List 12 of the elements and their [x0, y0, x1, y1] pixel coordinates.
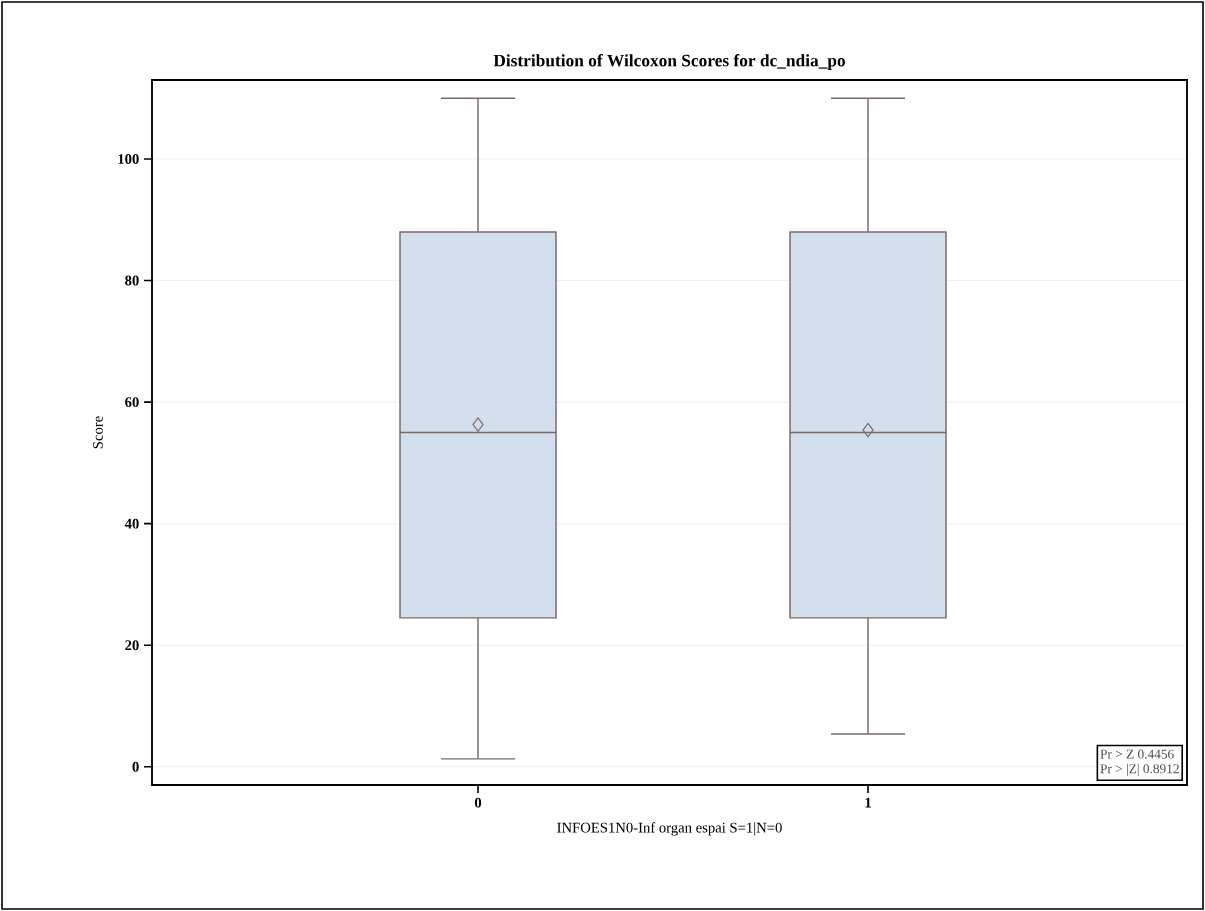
annotation: Pr > |Z| 0.8912 — [1100, 763, 1179, 777]
y-tick-label: 20 — [125, 640, 139, 651]
chart-title: Distribution of Wilcoxon Scores for dc_ndia_po — [493, 54, 845, 70]
annotation: Pr > Z 0.4456 — [1100, 749, 1174, 759]
y-tick-label: 60 — [125, 397, 139, 408]
x-axis-title: INFOES1N0-Inf organ espai S=1|N=0 — [557, 822, 782, 836]
x-tick-label: 1 — [865, 797, 871, 808]
y-tick-label: 40 — [124, 518, 139, 529]
y-axis-title: Score — [92, 416, 103, 449]
y-tick-label: 0 — [132, 761, 139, 772]
y-tick-label: 80 — [125, 275, 139, 286]
y-tick-label: 100 — [118, 154, 139, 164]
